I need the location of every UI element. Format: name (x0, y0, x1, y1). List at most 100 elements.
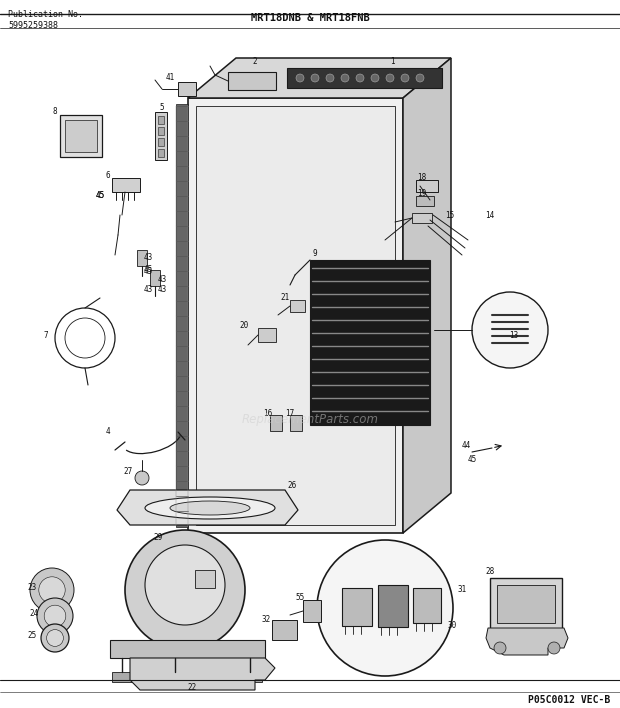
Text: 22: 22 (187, 683, 197, 692)
Text: 18: 18 (417, 173, 427, 183)
Bar (413, 588, 441, 623)
Text: 20: 20 (239, 321, 249, 329)
Text: 23: 23 (27, 583, 37, 591)
Text: 9: 9 (312, 249, 317, 258)
Bar (60, 115, 102, 157)
Bar (258, 328, 276, 342)
Ellipse shape (155, 533, 195, 547)
Text: 31: 31 (458, 586, 467, 595)
Circle shape (472, 292, 548, 368)
Ellipse shape (145, 497, 275, 519)
Bar (378, 585, 408, 627)
Circle shape (296, 74, 304, 82)
Bar (240, 672, 262, 682)
Text: 27: 27 (123, 467, 133, 476)
Bar (416, 196, 434, 206)
Bar (112, 178, 140, 192)
Polygon shape (117, 490, 298, 525)
Circle shape (39, 577, 65, 603)
Text: 13: 13 (510, 331, 518, 340)
Bar (290, 300, 305, 312)
Text: 21: 21 (280, 294, 290, 302)
Bar (416, 180, 438, 192)
Circle shape (401, 74, 409, 82)
Circle shape (125, 530, 245, 650)
Bar (137, 250, 147, 266)
Text: 30: 30 (448, 620, 456, 629)
Polygon shape (403, 58, 451, 533)
Bar (178, 82, 196, 96)
Bar (412, 213, 432, 223)
Bar (270, 415, 282, 431)
Circle shape (416, 74, 424, 82)
Text: 5: 5 (160, 103, 164, 113)
Text: 32: 32 (262, 615, 270, 624)
Text: 19: 19 (417, 190, 427, 198)
Text: 45: 45 (143, 266, 153, 275)
Bar (342, 588, 372, 626)
Text: 43: 43 (143, 253, 153, 263)
Text: 43: 43 (157, 275, 167, 285)
Text: ReplacementParts.com: ReplacementParts.com (242, 413, 378, 426)
Text: 43: 43 (143, 285, 153, 295)
Text: 6: 6 (105, 171, 110, 180)
Circle shape (494, 642, 506, 654)
Bar (165, 672, 187, 682)
Text: 26: 26 (288, 481, 296, 489)
Bar (158, 149, 164, 157)
Text: P05C0012 VEC-B: P05C0012 VEC-B (528, 695, 610, 705)
Text: 45: 45 (143, 268, 153, 277)
Bar (497, 585, 555, 623)
Circle shape (135, 471, 149, 485)
Bar (110, 640, 265, 658)
Text: 14: 14 (485, 210, 495, 219)
Text: 41: 41 (166, 74, 175, 83)
Text: 4: 4 (105, 428, 110, 437)
Ellipse shape (170, 501, 250, 515)
Text: 45: 45 (95, 190, 105, 200)
Polygon shape (188, 58, 451, 98)
Bar (490, 578, 562, 630)
Bar (155, 112, 167, 160)
Circle shape (371, 74, 379, 82)
Bar (195, 570, 215, 588)
Polygon shape (188, 98, 403, 533)
Circle shape (44, 605, 66, 627)
Bar (158, 116, 164, 124)
Circle shape (356, 74, 364, 82)
Circle shape (46, 629, 63, 646)
Circle shape (317, 540, 453, 676)
Polygon shape (486, 628, 568, 655)
Circle shape (548, 642, 560, 654)
Text: 24: 24 (29, 610, 38, 619)
Bar (158, 127, 164, 135)
Bar (287, 68, 442, 88)
Text: 43: 43 (157, 285, 167, 295)
Text: 45: 45 (95, 190, 105, 200)
Bar (272, 620, 297, 640)
Text: 2: 2 (253, 57, 257, 67)
Text: 1: 1 (390, 57, 394, 67)
Text: 45: 45 (467, 455, 477, 464)
Circle shape (311, 74, 319, 82)
Bar (112, 672, 134, 682)
Text: MRT18DNB & MRT18FNB: MRT18DNB & MRT18FNB (250, 13, 370, 23)
Text: 28: 28 (485, 568, 495, 576)
Text: 29: 29 (153, 532, 162, 542)
Text: 7: 7 (43, 331, 48, 340)
Bar (303, 600, 321, 622)
Text: 44: 44 (461, 440, 471, 450)
Circle shape (41, 624, 69, 652)
Text: 17: 17 (285, 409, 294, 418)
Circle shape (326, 74, 334, 82)
Circle shape (30, 568, 74, 612)
Text: 15: 15 (445, 210, 454, 219)
Circle shape (145, 545, 225, 625)
Bar (65, 120, 97, 152)
Bar (228, 72, 276, 90)
Text: 55: 55 (295, 593, 304, 603)
Text: 16: 16 (264, 409, 273, 418)
Bar (196, 106, 395, 525)
Bar (158, 138, 164, 146)
Bar (176, 104, 188, 527)
